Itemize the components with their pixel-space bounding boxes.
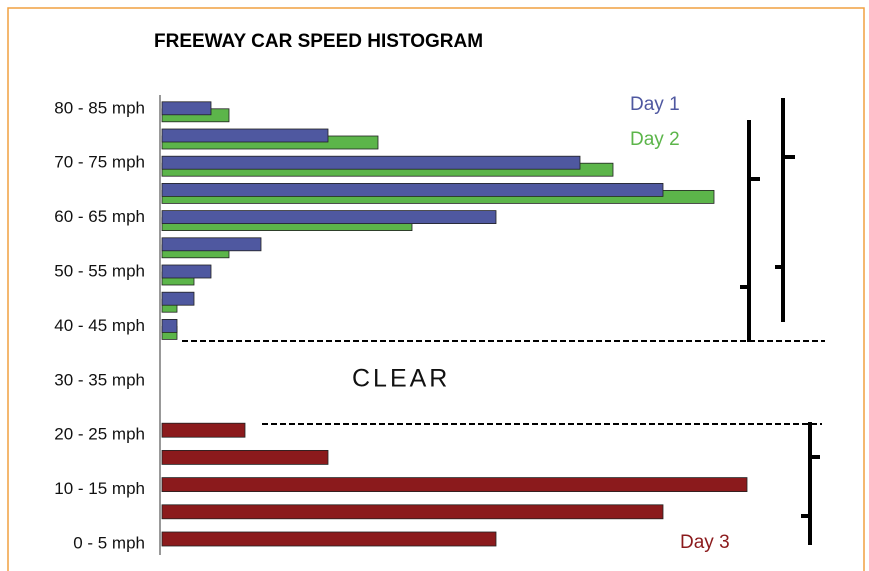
y-tick-label: 50 - 55 mph xyxy=(54,261,145,280)
frame xyxy=(7,7,865,571)
bar xyxy=(161,449,329,465)
bar xyxy=(161,318,178,333)
y-tick-label: 30 - 35 mph xyxy=(54,370,145,389)
bar xyxy=(161,291,195,306)
chart-title: FREEWAY CAR SPEED HISTOGRAM xyxy=(154,31,483,52)
legend-label: Day 3 xyxy=(680,532,730,553)
bar xyxy=(161,422,246,438)
bar xyxy=(161,182,664,197)
bar xyxy=(161,531,497,547)
bar xyxy=(161,210,497,225)
bar xyxy=(161,155,581,170)
y-tick-label: 60 - 65 mph xyxy=(54,207,145,226)
y-tick-label: 0 - 5 mph xyxy=(73,533,145,552)
bar xyxy=(161,264,212,279)
bar xyxy=(161,128,329,143)
annotation: CLEAR xyxy=(352,365,450,393)
bar xyxy=(161,477,748,493)
bar xyxy=(161,237,262,252)
y-tick-label: 10 - 15 mph xyxy=(54,479,145,498)
legend-label: Day 2 xyxy=(630,129,680,150)
range-markers xyxy=(740,98,820,545)
bar xyxy=(161,504,664,520)
y-tick-label: 80 - 85 mph xyxy=(54,98,145,117)
y-tick-label: 70 - 75 mph xyxy=(54,153,145,172)
bar xyxy=(161,101,212,116)
y-tick-label: 40 - 45 mph xyxy=(54,316,145,335)
legend-label: Day 1 xyxy=(630,94,680,115)
y-tick-label: 20 - 25 mph xyxy=(54,425,145,444)
